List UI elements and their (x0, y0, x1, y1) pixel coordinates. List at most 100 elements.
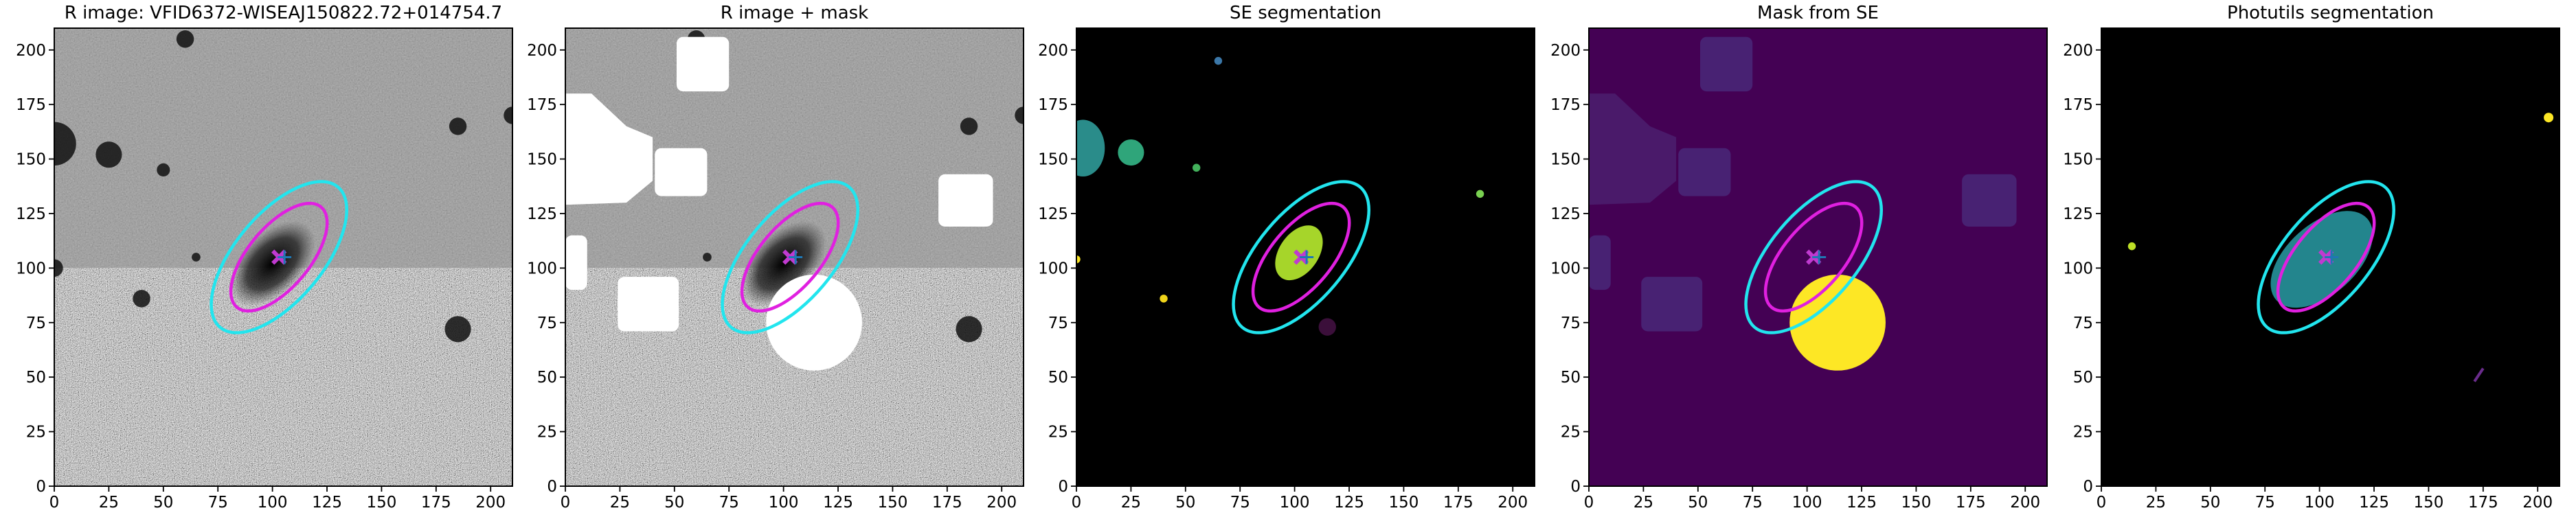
mask-region (1589, 235, 1611, 290)
image (54, 28, 512, 486)
x-tick-label: 100 (258, 494, 288, 512)
x-tick-label: 25 (610, 494, 630, 512)
centre-plus (2325, 250, 2339, 264)
x-tick-label: 50 (664, 494, 684, 512)
mask-region (1962, 174, 2017, 227)
y-tick-label: 125 (2063, 205, 2093, 223)
segment (1214, 56, 1223, 65)
panel-title: Photutils segmentation (2227, 3, 2434, 23)
x-tick-label: 25 (1634, 494, 1653, 512)
segment (1476, 190, 1484, 198)
x-tick-label: 50 (1688, 494, 1708, 512)
x-tick-label: 50 (2200, 494, 2220, 512)
panel-title: R image + mask (721, 3, 869, 23)
y-tick-label: 0 (2083, 478, 2093, 496)
y-tick-label: 50 (26, 369, 46, 387)
centre-plus (1812, 250, 1827, 264)
panel-title: Mask from SE (1757, 3, 1879, 23)
y-tick-label: 0 (547, 478, 557, 496)
x-tick-label: 25 (99, 494, 119, 512)
x-tick-label: 175 (932, 494, 962, 512)
mask (938, 174, 993, 227)
y-tick-label: 0 (1570, 478, 1581, 496)
x-tick-label: 75 (2255, 494, 2275, 512)
y-tick-label: 150 (527, 151, 557, 169)
x-tick-label: 175 (1956, 494, 1986, 512)
y-tick-label: 0 (36, 478, 46, 496)
inner-ellipse (1251, 201, 1351, 313)
segment (1076, 255, 1081, 264)
y-tick-label: 100 (16, 260, 46, 277)
outer-ellipse (210, 180, 348, 334)
x-tick-label: 0 (49, 494, 60, 512)
centre-plus (278, 250, 292, 264)
source (703, 253, 712, 262)
source (956, 316, 982, 343)
x-tick-label: 175 (421, 494, 451, 512)
x-tick-label: 150 (877, 494, 907, 512)
x-tick-label: 125 (2359, 494, 2389, 512)
y-tick-label: 125 (16, 205, 46, 223)
x-tick-label: 0 (2097, 494, 2107, 512)
x-tick-label: 200 (475, 494, 506, 512)
mask-region (1699, 36, 1753, 92)
x-tick-label: 100 (1792, 494, 1822, 512)
y-tick-label: 50 (537, 369, 557, 387)
source (1015, 106, 1024, 124)
x-tick-label: 125 (1334, 494, 1364, 512)
panel-title: SE segmentation (1230, 3, 1381, 23)
outer-ellipse (1232, 180, 1370, 334)
source (157, 163, 170, 176)
segment (1118, 139, 1144, 166)
source (960, 117, 978, 135)
sky-noise (54, 268, 512, 486)
mask (655, 148, 708, 196)
y-tick-label: 25 (2073, 424, 2093, 442)
panel: R image + mask 0 25 50 75 100 125 150 175 200 0 25 5… (527, 3, 1024, 512)
mask-region (1589, 93, 1677, 205)
y-tick-label: 125 (1038, 205, 1068, 223)
segment (2544, 113, 2554, 123)
mask (676, 36, 730, 92)
y-tick-label: 100 (1550, 260, 1581, 277)
y-tick-label: 125 (527, 205, 557, 223)
panel: R image: VFID6372-WISEAJ150822.72+014754… (16, 3, 513, 512)
y-tick-label: 100 (2063, 260, 2093, 277)
x-tick-label: 175 (1443, 494, 1473, 512)
y-tick-label: 75 (1561, 314, 1581, 332)
y-tick-label: 25 (537, 424, 557, 442)
mask-region (1678, 148, 1731, 196)
source (133, 290, 150, 308)
x-tick-label: 75 (1743, 494, 1763, 512)
y-tick-label: 75 (537, 314, 557, 332)
inner-ellipse (2276, 201, 2376, 313)
mask (618, 277, 679, 332)
source (176, 30, 194, 48)
y-tick-label: 200 (2063, 42, 2093, 60)
image (565, 28, 1024, 486)
x-tick-label: 100 (769, 494, 799, 512)
x-tick-label: 200 (2010, 494, 2040, 512)
segment (2127, 242, 2136, 251)
x-tick-label: 125 (823, 494, 853, 512)
y-tick-label: 25 (1561, 424, 1581, 442)
y-tick-label: 25 (1048, 424, 1068, 442)
source (54, 259, 63, 277)
outer-ellipse (2257, 180, 2395, 334)
y-tick-label: 175 (16, 96, 46, 114)
inner-ellipse (1763, 201, 1864, 313)
outer-ellipse (721, 180, 859, 334)
y-tick-label: 200 (1038, 42, 1068, 60)
image (2101, 28, 2560, 486)
y-tick-label: 75 (2073, 314, 2093, 332)
y-tick-label: 175 (1038, 96, 1068, 114)
source (192, 253, 201, 262)
axes-frame (2101, 27, 2560, 487)
x-tick-label: 50 (1175, 494, 1195, 512)
segment (2473, 367, 2485, 382)
x-tick-label: 200 (986, 494, 1017, 512)
image (1076, 28, 1535, 486)
source (449, 117, 467, 135)
axes-frame (1588, 27, 2048, 487)
